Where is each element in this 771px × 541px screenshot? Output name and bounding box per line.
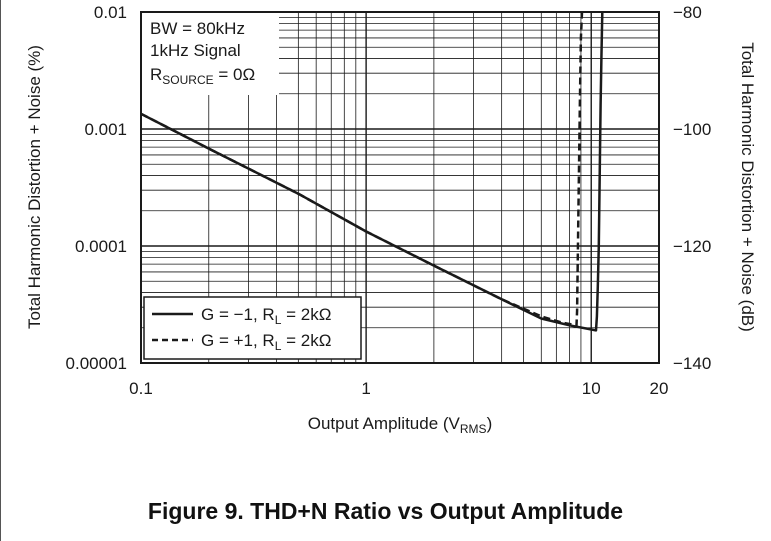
- y2-tick-label: −120: [673, 237, 711, 256]
- y2-tick-label: −80: [673, 3, 702, 22]
- y-tick-label: 0.01: [94, 3, 127, 22]
- grid-major: [141, 12, 659, 363]
- x-axis-title-end: ): [487, 414, 493, 433]
- condition-rsource-main: R: [150, 65, 162, 84]
- legend-1-sub: L: [275, 313, 282, 327]
- x-axis-title: Output Amplitude (VRMS): [308, 414, 492, 436]
- frame-left-border: [0, 0, 1, 541]
- legend-2-main: G = +1, R: [201, 331, 275, 350]
- legend-label-series-1: G = −1, RL = 2kΩ: [201, 305, 331, 327]
- y-tick-label: 0.00001: [66, 354, 127, 373]
- legend-label-series-2: G = +1, RL = 2kΩ: [201, 331, 331, 353]
- y-tick-label: 0.0001: [75, 237, 127, 256]
- series-line-2: [140, 11, 584, 327]
- conditions-box: [142, 13, 279, 95]
- legend-2-sub: L: [275, 339, 282, 353]
- legend-box: [143, 296, 362, 360]
- x-axis-title-main: Output Amplitude (V: [308, 414, 461, 433]
- x-tick-label: 0.1: [129, 379, 153, 398]
- plot-area: [140, 11, 660, 364]
- y-tick-label: 0.001: [84, 120, 127, 139]
- condition-rsource-sub: SOURCE: [162, 73, 213, 87]
- legend-2-end: = 2kΩ: [281, 331, 331, 350]
- x-axis-title-sub: RMS: [460, 422, 487, 436]
- y-axis-title-left: Total Harmonic Distortion + Noise (%): [25, 45, 44, 329]
- condition-rsource: RSOURCE = 0Ω: [150, 65, 255, 87]
- condition-bw: BW = 80kHz: [150, 19, 245, 38]
- condition-rsource-end: = 0Ω: [214, 65, 256, 84]
- y2-tick-label: −100: [673, 120, 711, 139]
- x-tick-label: 1: [361, 379, 370, 398]
- y-axis-title-right: Total Harmonic Distortion + Noise (dB): [738, 42, 757, 332]
- legend-1-end: = 2kΩ: [281, 305, 331, 324]
- series-layer: [140, 11, 604, 332]
- legend-1-main: G = −1, R: [201, 305, 275, 324]
- condition-signal: 1kHz Signal: [150, 41, 241, 60]
- x-tick-label: 10: [582, 379, 601, 398]
- figure-caption: Figure 9. THD+N Ratio vs Output Amplitud…: [147, 498, 624, 524]
- tick-labels: 0.1 1 10 20 0.00001 0.0001 0.001 0.01 −140 −120 −1…: [66, 3, 712, 398]
- y2-tick-label: −140: [673, 354, 711, 373]
- x-tick-label: 20: [650, 379, 669, 398]
